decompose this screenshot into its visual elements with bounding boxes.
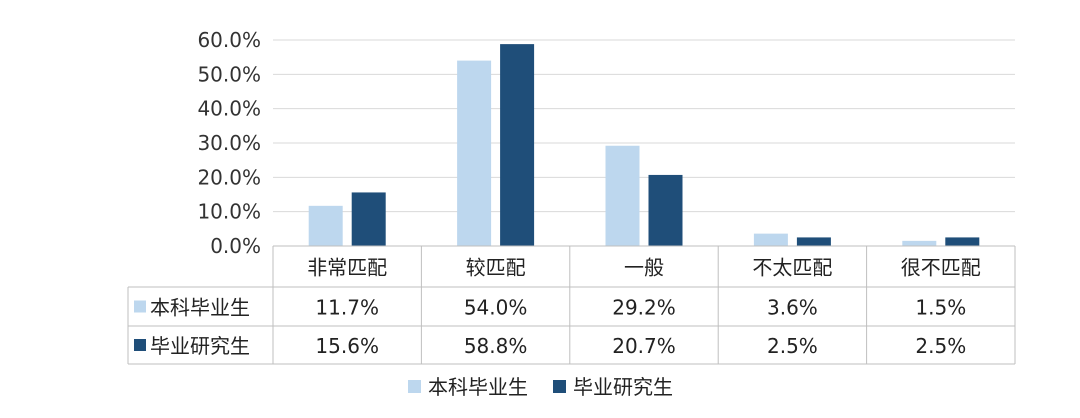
y-tick-label: 50.0% — [197, 62, 261, 86]
bar-2-3 — [648, 174, 683, 246]
series-key-swatch — [134, 300, 146, 313]
table-value: 1.5% — [915, 296, 966, 320]
bars — [308, 44, 980, 247]
y-axis-ticks: 0.0% 10.0% 20.0% 30.0% 40.0% 50.0% 60.0% — [197, 28, 261, 258]
bar-1-2 — [457, 60, 492, 246]
category-label: 很不匹配 — [901, 256, 981, 280]
legend-label: 本科毕业生 — [428, 375, 528, 399]
category-label: 不太匹配 — [752, 256, 832, 280]
y-tick-label: 10.0% — [197, 200, 261, 224]
legend-swatch — [408, 380, 421, 393]
table-value: 11.7% — [315, 296, 379, 320]
bar-1-4 — [753, 233, 788, 246]
table-value: 54.0% — [464, 296, 528, 320]
table-value: 15.6% — [315, 334, 379, 358]
category-label: 非常匹配 — [307, 256, 387, 280]
y-tick-label: 0.0% — [210, 234, 261, 258]
y-tick-label: 30.0% — [197, 131, 261, 155]
table-value: 3.6% — [767, 296, 818, 320]
y-tick-label: 60.0% — [197, 28, 261, 52]
category-label: 一般 — [624, 256, 664, 280]
category-label: 较匹配 — [466, 256, 526, 280]
bar-2-1 — [351, 192, 386, 246]
series-key-swatch — [134, 339, 146, 351]
bar-2-4 — [796, 237, 831, 246]
legend-swatch — [553, 380, 566, 393]
y-tick-label: 40.0% — [197, 97, 261, 121]
bar-1-3 — [605, 145, 640, 246]
bar-2-2 — [500, 44, 535, 247]
bar-2-5 — [945, 237, 980, 246]
table-value: 20.7% — [612, 334, 676, 358]
table-value: 29.2% — [612, 296, 676, 320]
table-value: 58.8% — [464, 334, 528, 358]
table-value: 2.5% — [915, 334, 966, 358]
grid-lines — [273, 39, 1015, 247]
bar-1-5 — [902, 240, 937, 246]
table-value: 2.5% — [767, 334, 818, 358]
bar-1-1 — [308, 205, 343, 246]
y-tick-label: 20.0% — [197, 165, 261, 189]
legend: 本科毕业生 毕业研究生 — [408, 375, 673, 399]
series-row-label: 毕业研究生 — [150, 334, 250, 358]
legend-label: 毕业研究生 — [573, 375, 673, 399]
series-row-label: 本科毕业生 — [150, 296, 250, 320]
